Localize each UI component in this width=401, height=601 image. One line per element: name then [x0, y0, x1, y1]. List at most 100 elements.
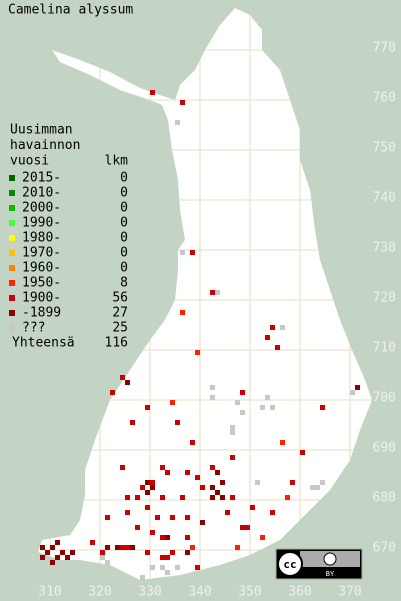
by-text: BY: [326, 570, 335, 578]
grid-square: [275, 345, 280, 350]
grid-square: [125, 495, 130, 500]
grid-square: [50, 545, 55, 550]
grid-square: [220, 495, 225, 500]
legend-marker: [9, 190, 15, 196]
grid-square: [190, 545, 195, 550]
legend-marker: [9, 310, 15, 316]
legend-label: 1990-: [22, 216, 61, 231]
grid-square: [110, 390, 115, 395]
grid-square: [265, 395, 270, 400]
legend-marker: [9, 235, 15, 241]
grid-square: [320, 480, 325, 485]
grid-square: [105, 545, 110, 550]
legend-label: 2000-: [22, 201, 61, 216]
x-tick-label: 310: [38, 585, 61, 600]
grid-square: [145, 505, 150, 510]
grid-square: [285, 495, 290, 500]
legend-count: 0: [120, 246, 128, 261]
grid-square: [160, 535, 165, 540]
legend-marker: [9, 250, 15, 256]
y-tick-label: 740: [373, 191, 396, 206]
legend-count: 0: [120, 231, 128, 246]
grid-square: [270, 510, 275, 515]
grid-square: [125, 380, 130, 385]
x-tick-label: 370: [338, 585, 361, 600]
by-icon: [323, 552, 337, 566]
grid-square: [160, 465, 165, 470]
legend-label: 1980-: [22, 231, 61, 246]
y-tick-label: 730: [373, 241, 396, 256]
grid-square: [185, 470, 190, 475]
x-tick-label: 330: [138, 585, 161, 600]
y-tick-label: 720: [373, 291, 396, 306]
grid-square: [145, 490, 150, 495]
grid-square: [90, 540, 95, 545]
legend-label: -1899: [22, 306, 61, 321]
y-tick-label: 670: [373, 541, 396, 556]
grid-square: [165, 570, 170, 575]
grid-square: [150, 480, 155, 485]
grid-square: [210, 385, 215, 390]
grid-square: [190, 250, 195, 255]
legend-heading: vuosi: [10, 154, 49, 169]
legend-marker: [9, 220, 15, 226]
grid-square: [160, 495, 165, 500]
legend-marker: [9, 175, 15, 181]
grid-square: [280, 440, 285, 445]
grid-square: [50, 560, 55, 565]
grid-square: [180, 495, 185, 500]
grid-square: [240, 410, 245, 415]
grid-square: [135, 495, 140, 500]
grid-square: [265, 335, 270, 340]
grid-square: [175, 120, 180, 125]
grid-square: [195, 350, 200, 355]
grid-square: [175, 420, 180, 425]
grid-square: [145, 405, 150, 410]
x-tick-label: 340: [188, 585, 211, 600]
legend-marker: [9, 325, 15, 331]
grid-square: [100, 555, 105, 560]
grid-square: [165, 470, 170, 475]
y-tick-label: 770: [373, 41, 396, 56]
grid-square: [70, 550, 75, 555]
grid-square: [240, 525, 245, 530]
x-tick-label: 350: [238, 585, 261, 600]
legend-count: 27: [112, 306, 128, 321]
grid-square: [210, 290, 215, 295]
y-tick-label: 710: [373, 341, 396, 356]
grid-square: [185, 535, 190, 540]
legend-heading: Uusimman: [10, 123, 73, 138]
total-count: 116: [105, 336, 128, 351]
grid-square: [130, 420, 135, 425]
grid-square: [165, 535, 170, 540]
grid-square: [280, 325, 285, 330]
grid-square: [115, 545, 120, 550]
grid-square: [120, 545, 125, 550]
country-outline: [38, 8, 372, 580]
grid-square: [195, 565, 200, 570]
grid-square: [240, 390, 245, 395]
grid-square: [180, 310, 185, 315]
grid-square: [40, 555, 45, 560]
legend-label: ???: [22, 321, 45, 336]
grid-square: [125, 545, 130, 550]
grid-square: [230, 455, 235, 460]
grid-square: [270, 325, 275, 330]
grid-square: [150, 485, 155, 490]
grid-square: [255, 480, 260, 485]
legend-count-heading: lkm: [105, 154, 129, 169]
y-tick-label: 700: [373, 391, 396, 406]
license-badge: cc BY: [275, 548, 363, 580]
legend-label: 1970-: [22, 246, 61, 261]
grid-square: [130, 545, 135, 550]
grid-square: [160, 565, 165, 570]
legend-count: 25: [112, 321, 128, 336]
legend-count: 8: [120, 276, 128, 291]
grid-square: [155, 515, 160, 520]
grid-square: [180, 100, 185, 105]
cc-circle: [277, 551, 303, 577]
grid-square: [355, 385, 360, 390]
legend-marker: [9, 265, 15, 271]
